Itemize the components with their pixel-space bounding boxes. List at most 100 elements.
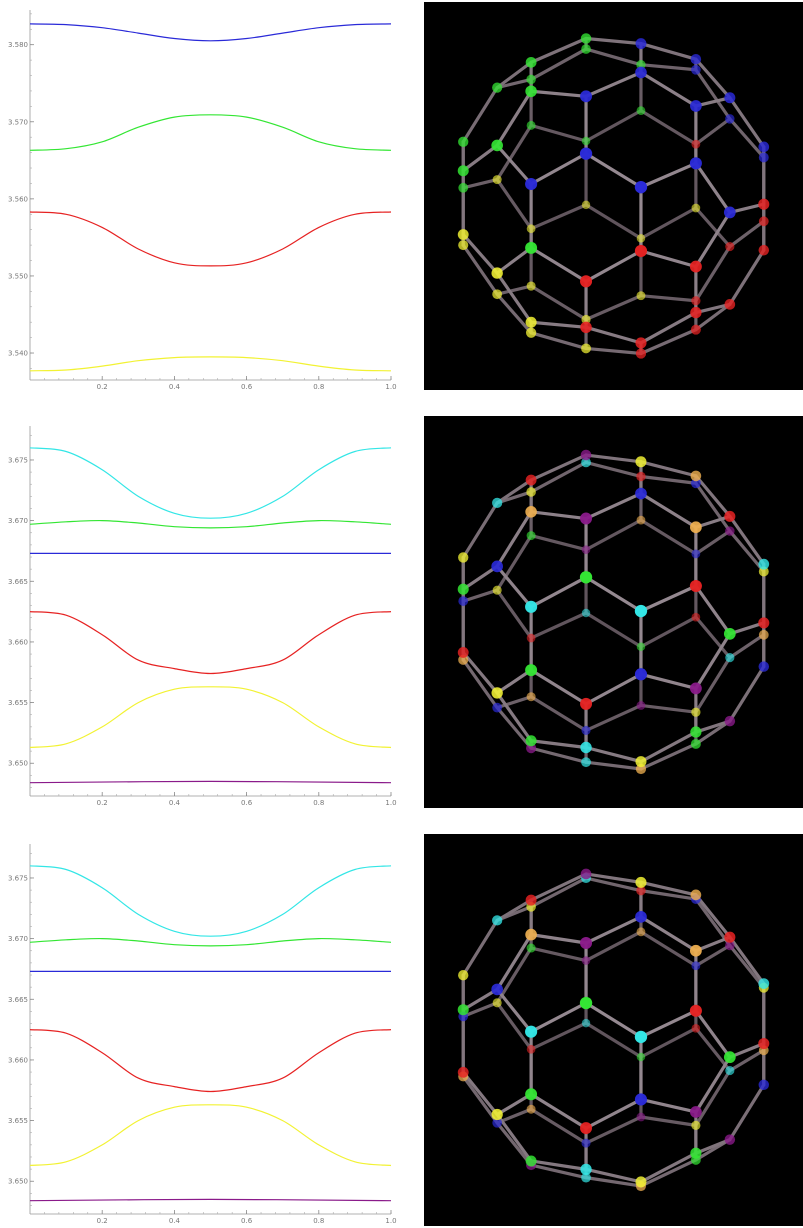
atom (581, 457, 591, 468)
bond (584, 1176, 643, 1188)
bond (728, 664, 766, 723)
atom (758, 198, 770, 210)
y-tick-label: 3.660 (8, 638, 28, 646)
bond (529, 152, 588, 186)
bond (584, 575, 643, 613)
atom (690, 726, 702, 738)
atom (525, 327, 537, 338)
atom (634, 604, 648, 618)
x-tick-label: 0.8 (313, 383, 324, 391)
bond (728, 219, 766, 249)
atom (635, 337, 647, 349)
bond (694, 302, 732, 332)
atom (634, 1093, 648, 1106)
bond (529, 510, 588, 521)
bond (694, 206, 732, 249)
x-tick-label: 0.2 (97, 1217, 108, 1225)
bond (529, 1021, 588, 1051)
render-background (424, 2, 803, 390)
bond (694, 117, 732, 146)
atom (691, 612, 701, 622)
bond (461, 232, 499, 275)
atom (635, 38, 647, 50)
fullerene-render-1 (424, 2, 803, 390)
atom (725, 653, 735, 663)
bond (694, 210, 732, 269)
x-tick-label: 0.4 (169, 799, 181, 807)
bond (495, 123, 533, 182)
x-tick-label: 0.2 (97, 799, 108, 807)
bond (461, 650, 499, 695)
atom (725, 1066, 735, 1076)
bond (694, 514, 732, 529)
molecule-render-1 (424, 2, 803, 390)
bond (694, 615, 732, 660)
bond (584, 203, 643, 240)
x-tick-label: 1.0 (385, 1217, 396, 1225)
bond (639, 615, 698, 649)
atom (526, 943, 536, 953)
bond (529, 89, 588, 98)
atom (723, 627, 736, 640)
bond (639, 518, 698, 556)
bond (529, 611, 588, 640)
fullerene-cage (457, 33, 770, 359)
atom (458, 552, 469, 563)
bond (639, 1097, 698, 1114)
atom (691, 64, 701, 75)
atom (457, 1066, 469, 1078)
atom (690, 889, 702, 901)
bond (639, 294, 698, 303)
bond (584, 325, 643, 345)
atom (492, 702, 503, 713)
x-tick-label: 0.6 (241, 799, 253, 807)
atom (758, 244, 770, 256)
bond (694, 481, 732, 533)
atom (526, 692, 536, 702)
bond (584, 760, 643, 771)
bond (495, 143, 533, 186)
fullerene-cage (457, 449, 770, 775)
bond (694, 474, 732, 518)
atom (581, 343, 591, 354)
atom (635, 66, 647, 79)
atom (492, 82, 503, 93)
bond (529, 668, 588, 706)
bond (694, 161, 732, 215)
atom (525, 894, 537, 906)
atom (689, 1106, 702, 1118)
atom (689, 579, 702, 593)
y-tick-label: 3.670 (8, 935, 28, 943)
atom (724, 299, 736, 310)
x-tick-label: 1.0 (385, 383, 396, 391)
bond (694, 719, 732, 734)
y-tick-label: 3.655 (8, 699, 28, 707)
bond (584, 346, 643, 356)
bond (529, 695, 588, 733)
bond (529, 872, 588, 902)
atom (635, 456, 647, 468)
bond (694, 656, 732, 714)
atom (758, 558, 770, 570)
series-line-yellow (29, 686, 392, 749)
bond (584, 36, 643, 46)
bond (529, 739, 588, 750)
atom (581, 725, 591, 736)
atom (580, 275, 593, 288)
atom (690, 470, 702, 482)
bond (728, 1048, 766, 1073)
series-line-red (29, 611, 392, 675)
atom (457, 647, 469, 658)
series-line-yellow (29, 356, 392, 372)
atom (724, 931, 736, 943)
chart-svg-1: 3.540 3.550 3.560 3.570 3.580 0.2 0.4 0.6 0.8 1.0 (8, 10, 397, 391)
bond (461, 177, 499, 190)
y-tick-label: 3.650 (8, 760, 28, 768)
atom (458, 654, 469, 665)
bond (728, 117, 766, 160)
atom (758, 216, 769, 227)
bond (639, 249, 698, 269)
series-line-cyan (29, 447, 392, 519)
atom (635, 1176, 647, 1188)
bond (639, 109, 698, 146)
